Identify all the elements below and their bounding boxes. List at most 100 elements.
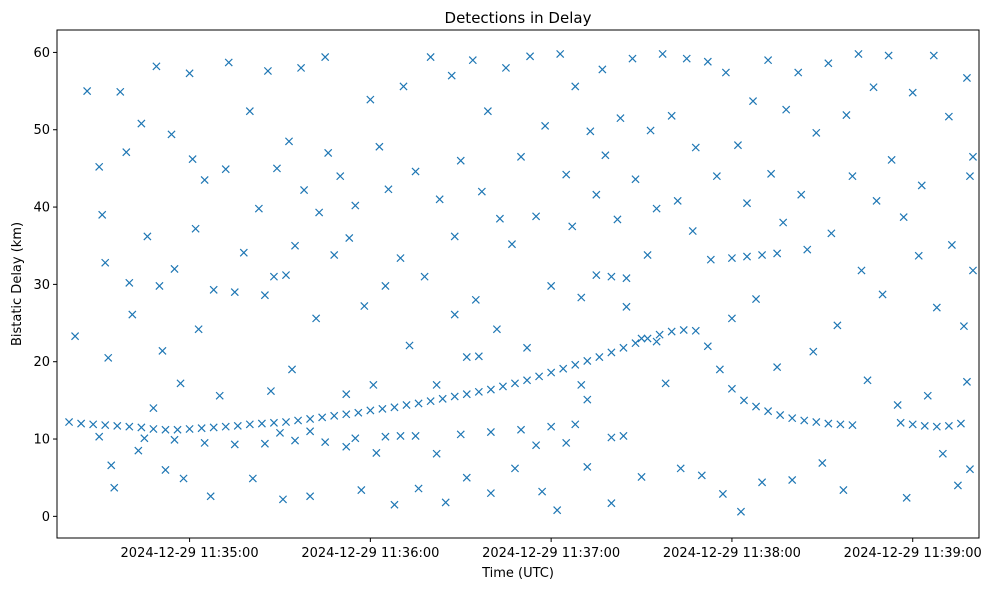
data-point (739, 396, 749, 405)
data-point (477, 187, 486, 196)
data-point (462, 390, 471, 399)
data-point (655, 330, 664, 339)
data-point (390, 500, 399, 509)
data-point (556, 49, 565, 58)
data-point (583, 356, 592, 365)
data-point (920, 421, 929, 430)
data-point (619, 343, 628, 352)
data-point (260, 439, 269, 448)
data-point (532, 441, 541, 450)
data-point (516, 425, 526, 434)
data-point (149, 424, 158, 434)
data-point (571, 82, 580, 91)
data-point (390, 403, 399, 412)
data-point (411, 431, 420, 440)
data-point (715, 365, 724, 374)
data-point (152, 62, 161, 71)
data-point (562, 438, 571, 447)
data-point (652, 204, 661, 213)
data-point (965, 172, 974, 181)
data-point (818, 458, 827, 468)
data-point (592, 190, 601, 199)
data-point (191, 224, 200, 233)
data-point (381, 281, 390, 290)
data-point (116, 87, 125, 96)
data-point (269, 272, 278, 281)
data-point (294, 416, 303, 425)
data-point (896, 418, 905, 427)
data-point (438, 394, 447, 403)
data-point (272, 164, 281, 173)
data-point (441, 498, 450, 507)
data-point (492, 325, 501, 334)
data-point (682, 54, 691, 63)
data-point (637, 334, 646, 343)
data-point (405, 341, 414, 350)
data-point (185, 69, 194, 78)
data-point (553, 506, 562, 515)
data-point (848, 421, 857, 430)
data-point (233, 421, 242, 430)
data-point (773, 249, 782, 258)
data-point (101, 421, 110, 430)
data-point (462, 473, 471, 482)
data-point (98, 210, 107, 219)
data-point (291, 436, 300, 445)
data-point (263, 66, 272, 76)
data-point (688, 227, 697, 236)
data-point (399, 82, 408, 91)
data-point (764, 407, 773, 416)
data-point (721, 68, 730, 77)
data-point (827, 229, 836, 238)
data-point (468, 56, 477, 65)
chart-title: Detections in Delay (445, 9, 592, 27)
data-point (601, 151, 610, 160)
data-point (752, 402, 761, 411)
data-point (155, 281, 164, 290)
data-point (947, 240, 956, 249)
data-point (384, 185, 393, 194)
data-point (652, 337, 661, 346)
data-point (306, 492, 315, 501)
data-point (929, 51, 938, 60)
y-tick-label: 60 (33, 46, 50, 61)
data-point (962, 73, 971, 82)
data-point (209, 285, 218, 294)
data-point (375, 142, 384, 151)
data-point (432, 449, 441, 458)
data-point (170, 264, 179, 273)
data-point (869, 83, 878, 92)
data-point (354, 408, 363, 417)
data-point (281, 271, 291, 280)
y-tick-label: 30 (33, 278, 50, 293)
data-point (185, 424, 194, 434)
y-tick-label: 50 (33, 123, 50, 138)
data-point (101, 258, 110, 267)
data-point (321, 53, 330, 62)
data-point (173, 425, 182, 434)
data-point (854, 49, 863, 58)
data-point (727, 254, 736, 263)
y-axis-label: Bistatic Delay (km) (10, 222, 25, 346)
data-point (278, 495, 288, 504)
data-point (366, 406, 375, 415)
data-point (718, 489, 727, 498)
data-point (357, 486, 366, 495)
data-point (872, 196, 881, 205)
data-point (402, 400, 411, 410)
data-point (269, 418, 278, 427)
data-point (486, 428, 495, 437)
data-point (833, 321, 842, 330)
data-point (318, 413, 327, 422)
data-point (956, 419, 965, 428)
data-point (297, 63, 306, 72)
data-point (342, 410, 351, 419)
data-point (396, 254, 405, 263)
data-point (420, 272, 429, 281)
data-point (758, 478, 767, 487)
data-point (592, 271, 601, 280)
data-point (917, 181, 926, 190)
data-point (275, 428, 284, 437)
x-tick-label: 2024-12-29 11:35:00 (121, 546, 259, 561)
data-point (800, 416, 809, 425)
